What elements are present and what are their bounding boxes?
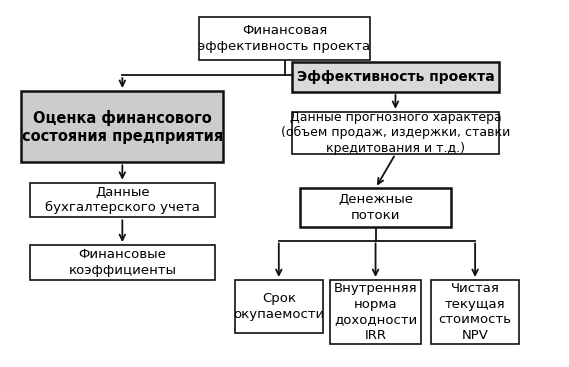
FancyBboxPatch shape [291, 112, 499, 154]
Text: Эффективность проекта: Эффективность проекта [296, 70, 494, 84]
Text: Финансовая
эффективность проекта: Финансовая эффективность проекта [199, 24, 370, 53]
FancyBboxPatch shape [330, 280, 421, 344]
FancyBboxPatch shape [300, 188, 451, 226]
Text: Данные прогнозного характера
(объем продаж, издержки, ставки
кредитования и т.д.: Данные прогнозного характера (объем прод… [281, 111, 510, 155]
Text: Срок
окупаемости: Срок окупаемости [233, 292, 324, 321]
FancyBboxPatch shape [431, 280, 519, 344]
FancyBboxPatch shape [22, 91, 223, 162]
Text: Оценка финансового
состояния предприятия: Оценка финансового состояния предприятия [22, 110, 223, 143]
Text: Данные
бухгалтерского учета: Данные бухгалтерского учета [45, 186, 200, 214]
FancyBboxPatch shape [291, 62, 499, 92]
FancyBboxPatch shape [199, 18, 370, 59]
FancyBboxPatch shape [234, 280, 323, 333]
Text: Чистая
текущая
стоимость
NPV: Чистая текущая стоимость NPV [439, 282, 512, 342]
Text: Денежные
потоки: Денежные потоки [338, 193, 413, 222]
FancyBboxPatch shape [30, 182, 215, 217]
FancyBboxPatch shape [30, 245, 215, 280]
Text: Внутренняя
норма
доходности
IRR: Внутренняя норма доходности IRR [334, 282, 417, 342]
Text: Финансовые
коэффициенты: Финансовые коэффициенты [68, 248, 176, 277]
